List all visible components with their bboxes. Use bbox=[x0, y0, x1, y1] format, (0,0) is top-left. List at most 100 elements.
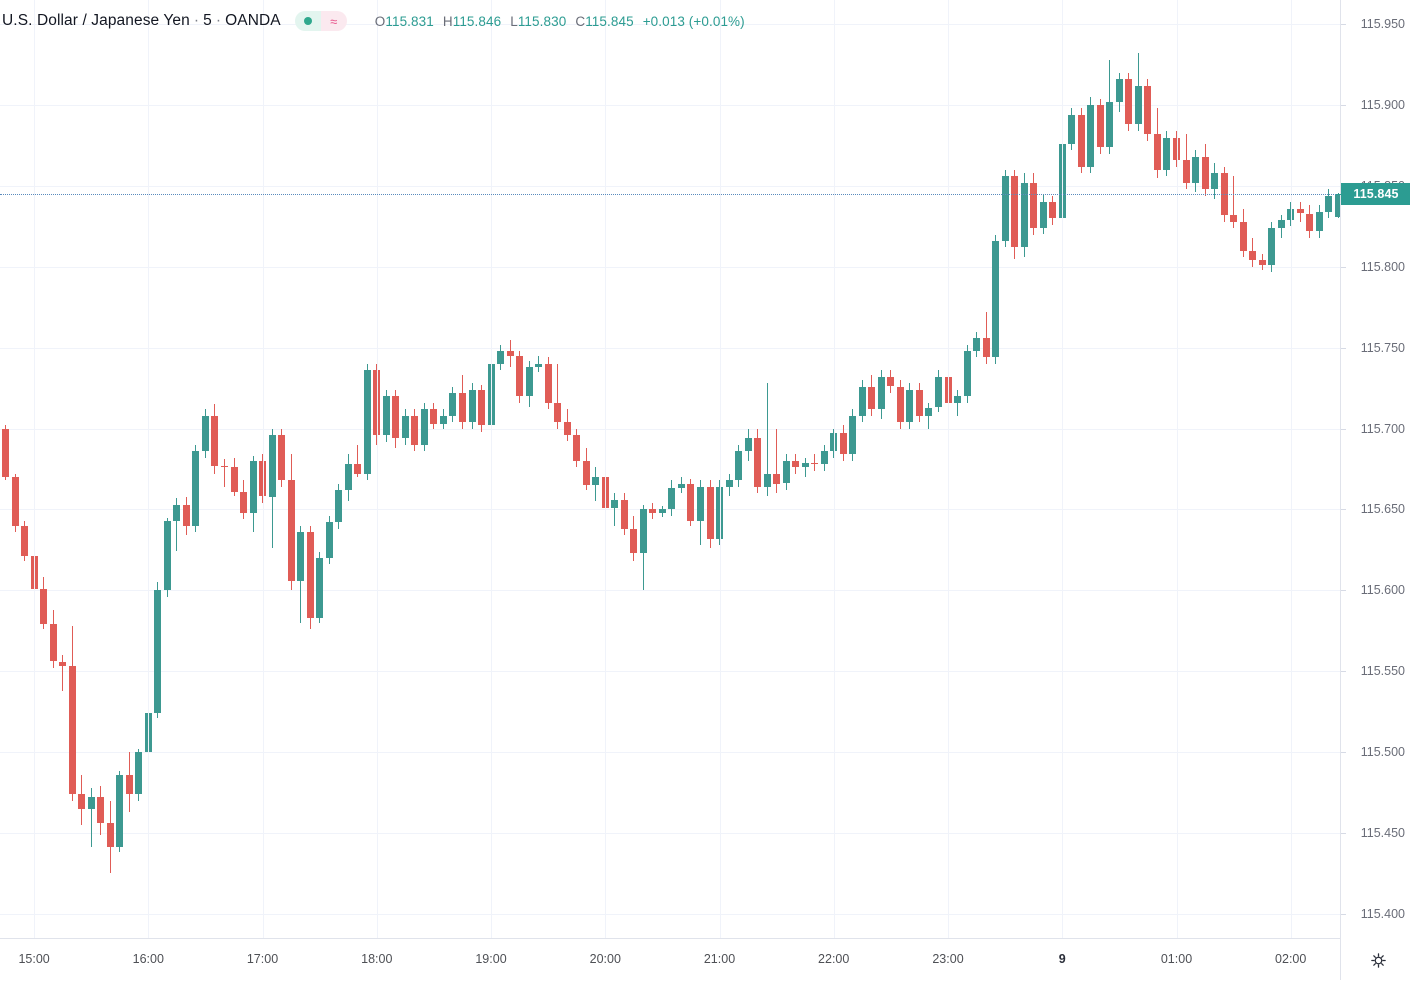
candle-body bbox=[1087, 105, 1095, 167]
candle-body bbox=[925, 407, 933, 416]
candle-body bbox=[1030, 182, 1038, 228]
candlestick bbox=[411, 0, 419, 938]
gridline-vertical bbox=[376, 0, 378, 938]
status-dot-icon bbox=[294, 11, 321, 31]
gear-icon[interactable] bbox=[1368, 950, 1388, 970]
price-axis[interactable]: 115.950115.900115.850115.800115.750115.7… bbox=[1340, 0, 1410, 938]
status-badge[interactable]: ≈ bbox=[294, 11, 347, 31]
candle-body bbox=[1239, 221, 1247, 251]
candle-body bbox=[68, 666, 76, 795]
candle-body bbox=[354, 464, 362, 474]
gridline-vertical bbox=[491, 0, 492, 938]
price-tick bbox=[1341, 671, 1346, 673]
candlestick bbox=[21, 0, 28, 938]
candle-body bbox=[154, 590, 162, 714]
ohlc-high: H115.846 bbox=[443, 14, 501, 29]
candlestick bbox=[925, 0, 933, 938]
candlestick bbox=[382, 0, 390, 938]
candlestick bbox=[249, 0, 257, 938]
price-axis-label: 115.500 bbox=[1360, 745, 1405, 759]
gridline-horizontal bbox=[0, 266, 1340, 268]
candlestick bbox=[1030, 0, 1038, 938]
candle-wick bbox=[957, 389, 958, 416]
candlestick bbox=[1258, 0, 1266, 938]
candle-wick bbox=[176, 498, 178, 552]
time-axis-label: 23:00 bbox=[932, 952, 964, 966]
candle-body bbox=[1115, 79, 1123, 102]
price-axis-label: 115.600 bbox=[1360, 583, 1405, 598]
candle-body bbox=[982, 338, 990, 358]
candle-body bbox=[135, 752, 143, 794]
time-axis-date-label: 9 bbox=[1058, 952, 1066, 966]
candle-body bbox=[335, 490, 343, 523]
candlestick bbox=[1144, 0, 1152, 938]
price-tick bbox=[1341, 832, 1346, 834]
candlestick bbox=[516, 0, 524, 938]
price-axis-label: 115.450 bbox=[1360, 825, 1405, 840]
candle-body bbox=[811, 462, 819, 465]
price-axis-label: 115.650 bbox=[1360, 502, 1405, 517]
gridline-vertical bbox=[1062, 0, 1064, 938]
candle-body bbox=[1163, 137, 1171, 170]
candle-wick bbox=[90, 787, 92, 848]
candle-body bbox=[1096, 105, 1104, 148]
candlestick bbox=[306, 0, 314, 938]
candle-body bbox=[668, 488, 676, 510]
candle-body bbox=[78, 794, 86, 809]
candlestick bbox=[649, 0, 657, 938]
symbol-title[interactable]: U.S. Dollar / Japanese Yen · 5 · OANDA bbox=[2, 12, 281, 30]
gridline-horizontal bbox=[0, 671, 1340, 673]
candlestick bbox=[1211, 0, 1218, 938]
candlestick bbox=[1268, 0, 1276, 938]
candle-body bbox=[221, 465, 228, 468]
candle-body bbox=[649, 509, 657, 513]
candlestick bbox=[1001, 0, 1009, 938]
candlestick bbox=[268, 0, 276, 938]
candle-body bbox=[773, 473, 781, 484]
candlestick bbox=[763, 0, 771, 938]
candle-wick bbox=[776, 428, 778, 494]
candle-body bbox=[1249, 250, 1257, 261]
candle-body bbox=[1125, 79, 1133, 125]
candlestick bbox=[849, 0, 857, 938]
candle-body bbox=[592, 477, 600, 486]
candlestick bbox=[468, 0, 476, 938]
current-price-label[interactable]: 115.845 bbox=[1341, 183, 1410, 206]
candle-body bbox=[582, 460, 590, 486]
symbol-interval: 5 bbox=[203, 12, 212, 29]
candle-body bbox=[820, 451, 828, 465]
candlestick-plot-area[interactable] bbox=[0, 0, 1340, 938]
candlestick bbox=[97, 0, 105, 938]
time-axis-label: 02:00 bbox=[1275, 952, 1307, 966]
candlestick bbox=[1296, 0, 1304, 938]
candle-body bbox=[268, 435, 276, 497]
candlestick bbox=[192, 0, 200, 938]
time-axis-label: 21:00 bbox=[703, 952, 736, 966]
candlestick bbox=[963, 0, 971, 938]
time-axis-label: 20:00 bbox=[589, 952, 621, 966]
candlestick bbox=[163, 0, 171, 938]
candlestick bbox=[59, 0, 67, 938]
time-axis-label: 18:00 bbox=[361, 952, 393, 966]
candle-body bbox=[763, 473, 771, 487]
candle-body bbox=[744, 438, 752, 452]
candle-body bbox=[106, 823, 114, 848]
candle-body bbox=[1068, 114, 1076, 144]
gridline-horizontal bbox=[0, 428, 1340, 430]
candlestick bbox=[820, 0, 828, 938]
candle-body bbox=[554, 402, 562, 423]
gridline-horizontal bbox=[0, 105, 1340, 107]
candle-body bbox=[544, 363, 552, 403]
candlestick bbox=[1315, 0, 1323, 938]
candlestick bbox=[801, 0, 809, 938]
candlestick bbox=[1325, 0, 1333, 938]
candlestick bbox=[287, 0, 295, 938]
time-axis[interactable]: 15:00 16:00 17:00 18:00 19:00 20:00 21:00 22:00… bbox=[0, 938, 1410, 981]
price-axis-label: 115.550 bbox=[1360, 664, 1405, 679]
candle-body bbox=[201, 415, 209, 452]
candle-body bbox=[877, 376, 885, 410]
time-axis-label: 17:00 bbox=[246, 952, 279, 966]
candlestick bbox=[868, 0, 876, 938]
time-axis-label: 01:00 bbox=[1160, 952, 1193, 966]
price-axis-label: 115.950 bbox=[1360, 17, 1405, 32]
